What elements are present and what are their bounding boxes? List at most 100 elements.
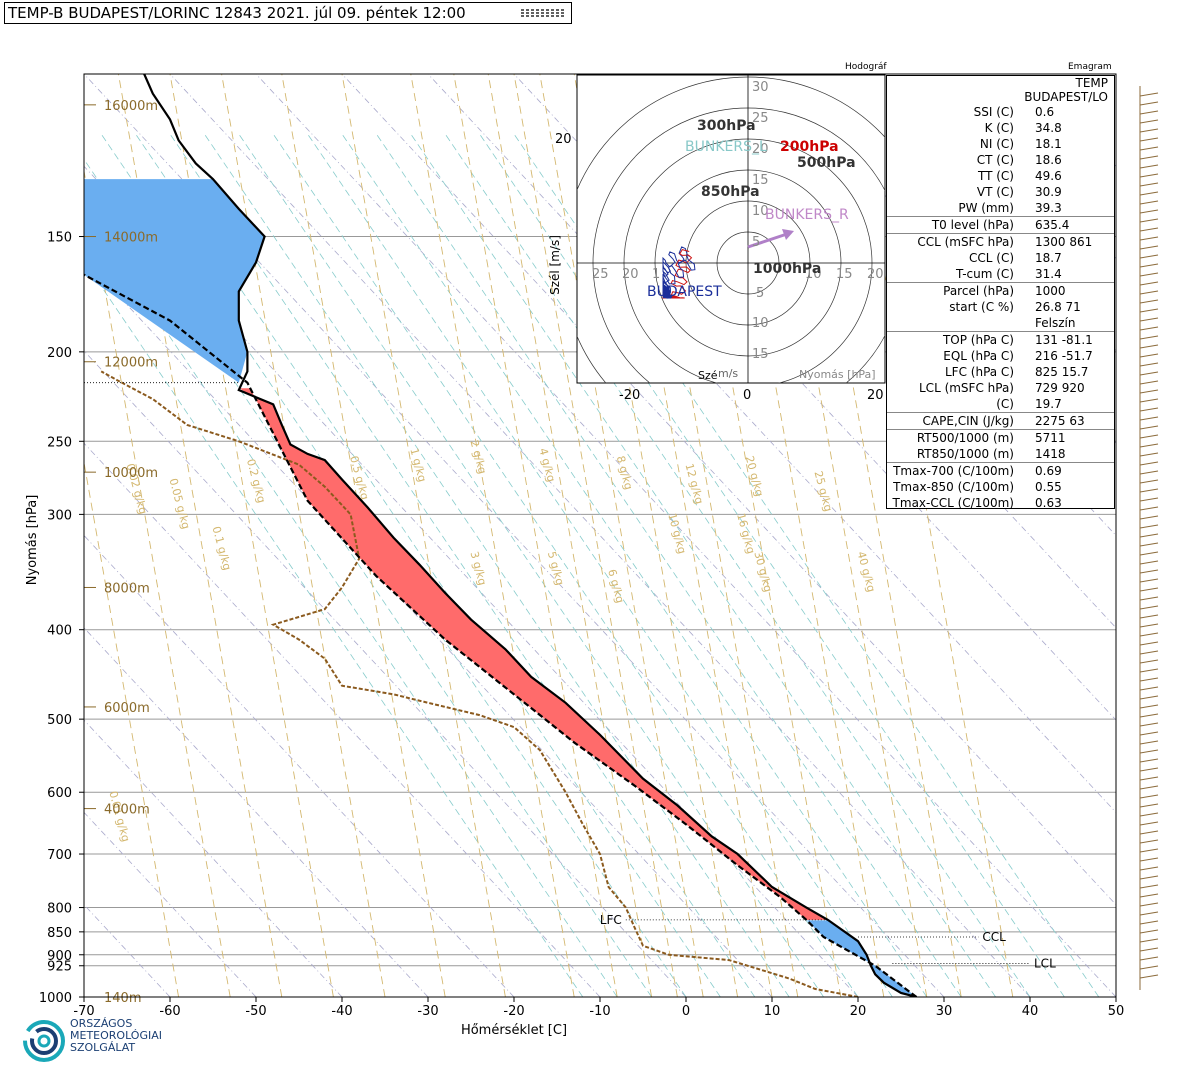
wind-barb: [1139, 686, 1159, 691]
wind-barb: [1139, 722, 1159, 727]
legend-dash-icon: [521, 9, 565, 17]
mixing-ratio-label: 0.05 g/kg: [167, 477, 193, 531]
wind-barb: [1139, 947, 1159, 952]
mixing-ratio-line: [539, 74, 704, 997]
moist-adiabat-line: [272, 133, 859, 997]
moist-adiabat-line: [135, 133, 721, 997]
mixing-ratio-label: 0.2 g/kg: [244, 458, 268, 505]
stats-row-value: 1418: [1035, 447, 1066, 461]
stats-row: SSI (C) 0.6: [887, 104, 1114, 120]
hodograph-neg-label: 25: [592, 267, 609, 282]
mixing-ratio-line: [410, 74, 575, 997]
mixing-ratio-label: 25 g/kg: [812, 470, 835, 513]
y-tick-label: 500: [47, 713, 72, 728]
hodograph-inner: [577, 75, 885, 383]
stats-row-value: 18.1: [1035, 137, 1062, 151]
wind-barb: [1139, 659, 1159, 664]
stats-row-value: 825 15.7: [1035, 365, 1089, 379]
wind-barb: [1139, 110, 1159, 115]
storm-motion-arrowhead: [782, 229, 794, 240]
x-tick-label: 30: [936, 1004, 953, 1019]
hodograph-neg-label: 20: [622, 267, 639, 282]
wind-barb: [1139, 236, 1159, 241]
moist-adiabat-line: [444, 133, 1031, 997]
hodograph-x-label: Szé: [698, 369, 718, 382]
stats-row-label: (C): [996, 397, 1014, 411]
hodograph-level-label: 300hPa: [697, 118, 756, 134]
wind-barb: [1139, 479, 1159, 484]
cin-area: [806, 920, 917, 997]
stats-row-label: Tmax-700 (C/100m): [893, 464, 1014, 478]
stats-row: T-cum (C) 31.4: [887, 266, 1114, 282]
stats-row: CCL (mSFC hPa) 1300 861: [887, 233, 1114, 250]
stats-row-label: RT850/1000 (m): [916, 447, 1014, 461]
wind-barb: [1139, 632, 1159, 637]
wind-barb: [1139, 731, 1159, 736]
storm-motion-arrow: [747, 231, 791, 249]
wind-barb: [1139, 785, 1159, 790]
moist-adiabat-line: [410, 133, 996, 997]
stats-row-value: 0.69: [1035, 464, 1062, 478]
wind-barb: [1139, 425, 1159, 430]
y-tick-label: 200: [47, 346, 72, 361]
wind-barb: [1139, 227, 1159, 232]
wind-barbs: [1139, 86, 1159, 990]
hodograph-ring-label: 30: [752, 80, 769, 95]
wind-barb: [1139, 434, 1159, 439]
x-tick-label: 0: [682, 1004, 690, 1019]
stats-header-line-2: BUDAPEST/LO: [1024, 90, 1108, 104]
hodograph-frame: [576, 74, 886, 384]
hodograph-x-unit-label: m/s: [718, 367, 738, 380]
stats-row: CAPE,CIN (J/kg) 2275 63: [887, 412, 1114, 429]
stats-row: Tmax-850 (C/100m) 0.55: [887, 479, 1114, 495]
hodograph-ring-label: 15: [752, 173, 769, 188]
stats-row-value: 19.7: [1035, 397, 1062, 411]
stats-row: Tmax-700 (C/100m) 0.69: [887, 462, 1114, 479]
dry-adiabat-line: [84, 627, 429, 997]
wind-barb: [1139, 200, 1159, 205]
wind-barb: [1139, 920, 1159, 925]
stability-index-table: TEMP BUDAPEST/LO SSI (C) 0.6 K (C) 34.8 NI (…: [886, 75, 1115, 510]
wind-barb: [1139, 551, 1159, 556]
wind-barb: [1139, 713, 1159, 718]
wind-barb: [1139, 290, 1159, 295]
stats-row-label: CT (C): [976, 153, 1014, 167]
moist-adiabat-line: [479, 133, 1065, 997]
stats-row: VT (C) 30.9: [887, 184, 1114, 200]
hodograph-pos-label: 10: [805, 267, 822, 282]
mixing-ratio-label: 8 g/kg: [614, 454, 635, 491]
stats-row-label: EQL (hPa C): [943, 349, 1014, 363]
wind-barb: [1139, 155, 1159, 160]
stats-row-label: K (C): [984, 121, 1014, 135]
stats-row-value: 39.3: [1035, 201, 1062, 215]
stats-row: RT500/1000 (m) 5711: [887, 429, 1114, 446]
stats-row-label: VT (C): [976, 185, 1014, 199]
wind-barb: [1139, 776, 1159, 781]
wind-barb: [1139, 569, 1159, 574]
stats-row-value: 18.7: [1035, 251, 1062, 265]
y-tick-label: 1000: [39, 991, 72, 1006]
hodograph-trace-blue-2: [662, 255, 696, 299]
moist-adiabat-line: [341, 133, 928, 997]
stats-row: LFC (hPa C) 825 15.7: [887, 364, 1114, 380]
dewpoint-line: [100, 370, 859, 997]
height-label: 8000m: [104, 581, 150, 596]
upper-cin-area: [84, 179, 265, 383]
hodograph-ring-label: 25: [752, 111, 769, 126]
hodograph-x-tick: -20: [619, 388, 640, 403]
wind-barb: [1139, 272, 1159, 277]
omsz-logo: ORSZÁGOS METEOROLÓGIAI SZOLGÁLAT: [22, 1016, 172, 1068]
wind-barb: [1139, 389, 1159, 394]
stats-row-label: Parcel (hPa): [943, 284, 1014, 298]
stats-row: EQL (hPa C) 216 -51.7: [887, 348, 1114, 364]
wind-barb: [1139, 524, 1159, 529]
x-tick-label: -70: [73, 1004, 94, 1019]
wind-barb: [1139, 371, 1159, 376]
mixing-ratio-label: 0.1 g/kg: [210, 525, 234, 572]
stats-row-value: 216 -51.7: [1035, 349, 1093, 363]
level-marker-label: LCL: [1034, 957, 1056, 971]
wind-barb: [1139, 893, 1159, 898]
y-tick-label: 400: [47, 624, 72, 639]
stats-row-value: 0.55: [1035, 480, 1062, 494]
